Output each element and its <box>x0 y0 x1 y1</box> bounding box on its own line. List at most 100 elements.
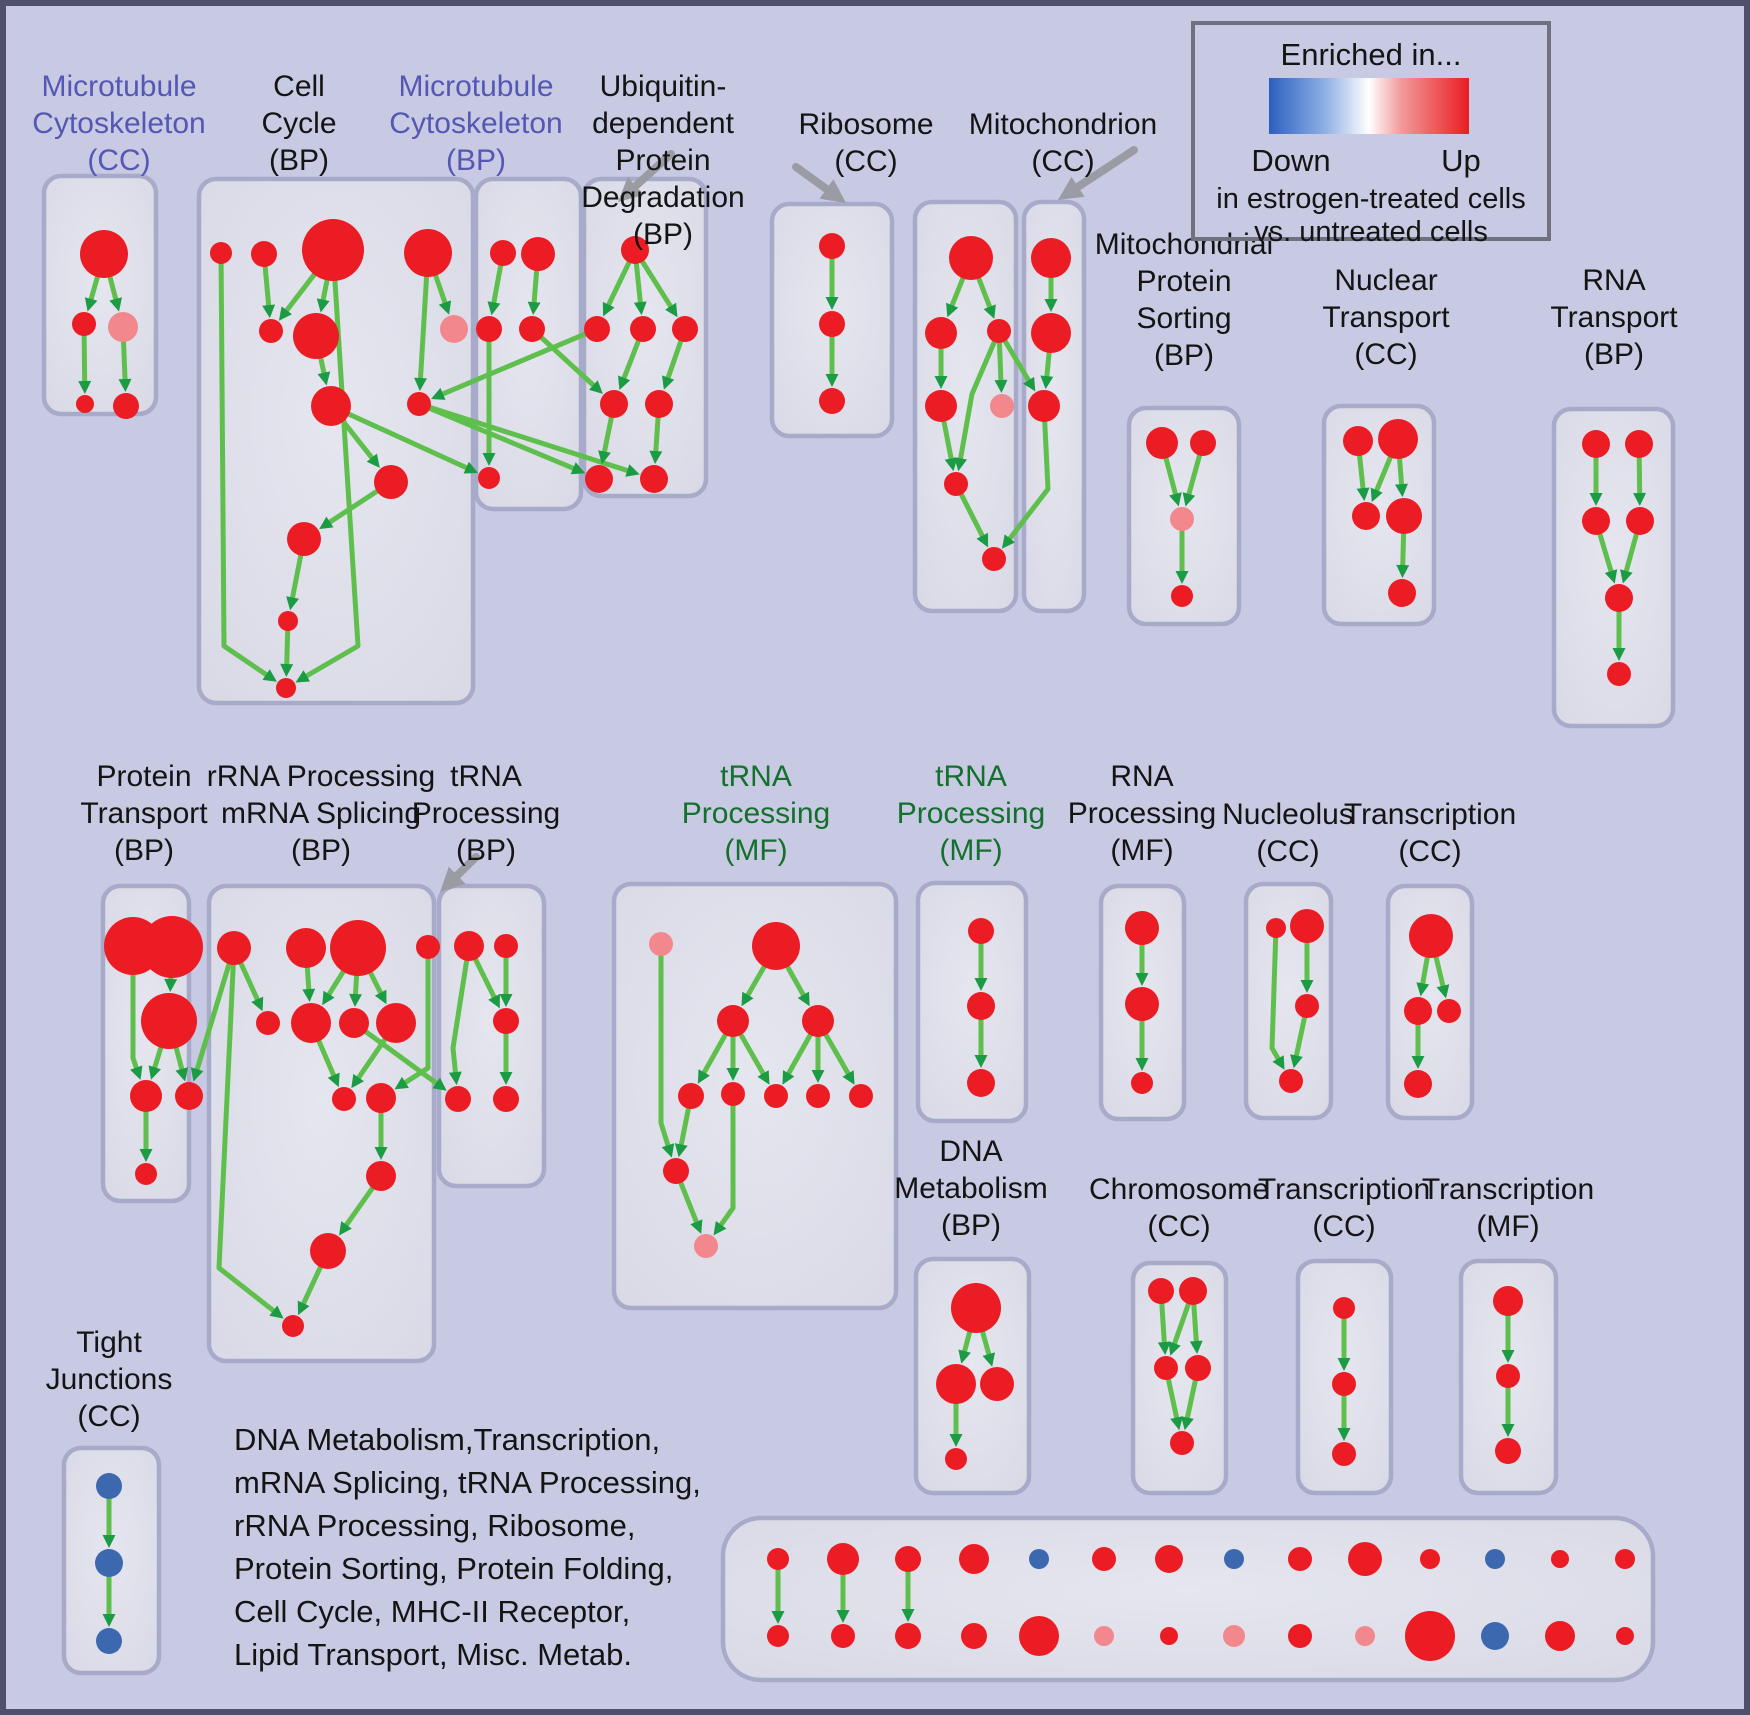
edge-arrow-head <box>1168 1341 1181 1356</box>
node-t1 <box>1625 430 1653 458</box>
edge-arrow-head <box>339 1221 352 1236</box>
node-a2 <box>108 312 138 342</box>
edge-arrow <box>367 969 384 997</box>
node-p4 <box>175 1082 203 1110</box>
node-g4 <box>256 1011 280 1035</box>
node-t0 <box>1582 430 1610 458</box>
node-p3 <box>130 1080 162 1112</box>
edge-arrow <box>665 337 684 382</box>
node-t2 <box>1582 507 1610 535</box>
edge-arrow <box>300 1263 324 1308</box>
node-x2 <box>1295 994 1319 1018</box>
node-n1 <box>1378 419 1418 459</box>
label-pointer-arrow <box>1072 146 1138 192</box>
label-cell-cycle-bp: Cell Cycle (BP) <box>261 70 337 177</box>
edge-arrow-head <box>1411 1056 1425 1069</box>
edge-arrow-head <box>1181 1416 1194 1431</box>
label-transcription-cc-2: Transcription (CC) <box>1257 1173 1431 1243</box>
node-k0 <box>96 1473 122 1499</box>
edge-arrow-head <box>1157 1341 1171 1355</box>
label-chromosome-cc: Chromosome (CC) <box>1088 1173 1270 1243</box>
node-mb7b <box>1223 1625 1245 1647</box>
edge-arrow <box>1419 954 1430 988</box>
edge-arrow-head <box>1170 1416 1183 1431</box>
node-a0 <box>80 230 128 278</box>
edge-arrow-head <box>1169 492 1182 507</box>
cluster-box-rrna <box>206 883 437 1364</box>
node-mb0b <box>767 1625 789 1647</box>
edge-arrow-head <box>499 994 513 1007</box>
node-e3 <box>945 1448 967 1470</box>
node-u0 <box>621 236 649 264</box>
node-mb13b <box>1616 1627 1634 1645</box>
edge-arrow-head <box>316 298 330 313</box>
node-u4 <box>600 390 628 418</box>
edge-arrow <box>1044 349 1052 381</box>
edge-arrow-head <box>278 306 292 321</box>
edge-arrow-head <box>1633 492 1647 506</box>
edge-arrow <box>1400 530 1407 570</box>
node-c7 <box>407 392 431 416</box>
edge-arrow <box>325 488 381 526</box>
cluster-box-mt_cc <box>41 173 159 417</box>
node-g6 <box>339 1008 369 1038</box>
edge-arrow-head <box>811 1070 825 1083</box>
edge-arrow <box>744 963 768 1000</box>
edge-arrow-head <box>109 297 122 312</box>
label-rna-transport-bp: RNA Transport (BP) <box>1550 264 1678 371</box>
node-q2 <box>493 1008 519 1034</box>
node-u3 <box>672 316 698 342</box>
misc-categories-note: DNA Metabolism,Transcription, mRNA Splic… <box>234 1422 701 1672</box>
node-mb1b <box>831 1624 855 1648</box>
node-c5 <box>293 313 339 359</box>
edge-arrow-head <box>934 376 948 389</box>
edge-arrow-head <box>598 450 611 465</box>
node-a1 <box>72 312 96 336</box>
edge-arrow-head <box>317 371 331 386</box>
node-h3 <box>1185 1355 1211 1381</box>
node-mb12b <box>1545 1621 1575 1651</box>
edge-arrow-head <box>690 1219 703 1234</box>
edge-arrow-head <box>1182 492 1196 507</box>
edge-arrow-head <box>322 990 335 1006</box>
edge-arrow-head <box>118 378 132 392</box>
edge-arrow <box>1623 531 1640 576</box>
edge-arrow-head <box>319 516 334 530</box>
edge-arrow <box>151 1044 164 1072</box>
node-q1 <box>494 934 518 958</box>
node-mb12t <box>1551 1550 1569 1568</box>
edge-arrow <box>325 968 347 999</box>
node-v0 <box>968 918 994 944</box>
label-trna-processing-bp: tRNA Processing (BP) <box>411 760 561 867</box>
label-pointer-arrow-head <box>819 179 846 203</box>
edge-arrow <box>426 405 578 472</box>
edge-arrow-head <box>1135 1058 1149 1071</box>
edge-arrow-head <box>431 387 446 400</box>
edge-arrow <box>1163 455 1179 499</box>
edge-arrow <box>1597 531 1615 576</box>
node-q3 <box>445 1086 471 1112</box>
legend-subtitle-line2: vs. untreated cells <box>1254 216 1488 248</box>
edge-arrow <box>1191 1301 1199 1346</box>
node-g5 <box>291 1003 331 1043</box>
node-z2 <box>819 388 845 414</box>
edge-arrow-head <box>148 1065 161 1080</box>
edge-arrow-head <box>1337 1428 1351 1441</box>
node-mb8t <box>1288 1547 1312 1571</box>
node-k2 <box>96 1628 122 1654</box>
edge-arrow <box>538 334 598 389</box>
label-rrna-processing-mrna-splicing-bp: rRNA Processing mRNA Splicing (BP) <box>206 760 436 867</box>
edge-arrow-head <box>974 978 988 991</box>
edge-arrow-head <box>625 464 640 477</box>
edge-arrow <box>605 259 632 309</box>
node-g9 <box>366 1083 396 1113</box>
edge-arrow-head <box>448 1071 462 1086</box>
edge-arrow-head <box>836 1610 850 1623</box>
node-y1 <box>1404 997 1432 1025</box>
label-transcription-mf: Transcription (MF) <box>1421 1173 1595 1243</box>
edge-arrow <box>491 262 504 307</box>
edge-arrow-head <box>1356 487 1370 502</box>
edge-arrow <box>1184 1377 1198 1422</box>
node-s1 <box>1190 430 1216 456</box>
node-mb9b <box>1355 1626 1375 1646</box>
